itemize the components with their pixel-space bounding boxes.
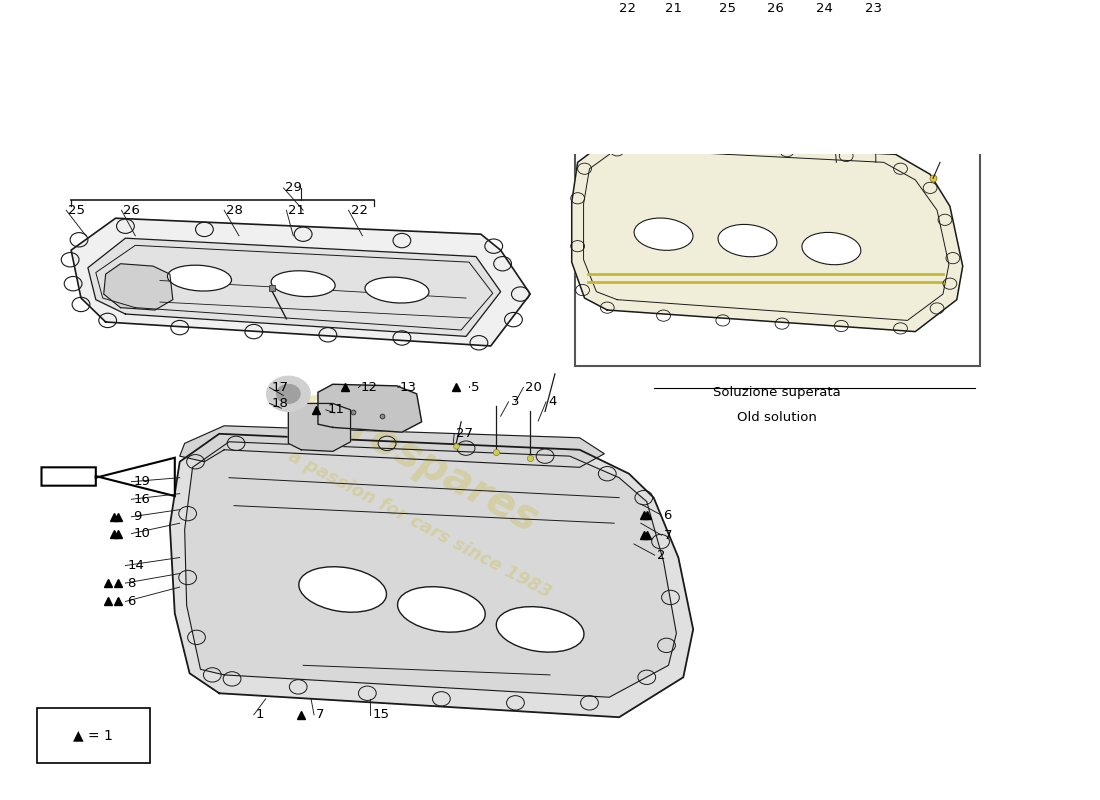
Text: 21: 21 <box>288 204 306 217</box>
Polygon shape <box>572 140 962 331</box>
Polygon shape <box>103 264 173 310</box>
Bar <box>36 709 150 762</box>
Text: 2: 2 <box>657 549 665 562</box>
Polygon shape <box>169 434 693 718</box>
Text: Old solution: Old solution <box>737 411 817 425</box>
Text: 21: 21 <box>664 2 682 14</box>
Text: 22: 22 <box>351 204 367 217</box>
Text: 4: 4 <box>548 395 557 408</box>
Text: 17: 17 <box>272 381 288 394</box>
Text: 1: 1 <box>256 708 264 722</box>
Text: 29: 29 <box>285 182 303 194</box>
Ellipse shape <box>496 606 584 652</box>
Text: 22: 22 <box>618 2 636 14</box>
Text: 25: 25 <box>719 2 736 14</box>
Text: 24: 24 <box>816 2 833 14</box>
Circle shape <box>276 384 300 403</box>
Text: 8: 8 <box>128 577 135 590</box>
Ellipse shape <box>634 218 693 250</box>
Ellipse shape <box>802 233 861 265</box>
Text: 12: 12 <box>361 381 377 394</box>
Circle shape <box>266 376 310 411</box>
Text: 7: 7 <box>663 529 672 542</box>
Ellipse shape <box>397 586 485 632</box>
Text: 27: 27 <box>456 427 473 440</box>
Polygon shape <box>72 218 530 346</box>
Polygon shape <box>185 442 676 698</box>
Ellipse shape <box>272 270 336 297</box>
Text: a passion for cars since 1983: a passion for cars since 1983 <box>285 447 554 602</box>
Ellipse shape <box>167 265 231 291</box>
Text: 13: 13 <box>400 381 417 394</box>
Text: 7: 7 <box>316 708 324 722</box>
Polygon shape <box>318 384 421 432</box>
Polygon shape <box>288 403 351 451</box>
Text: 15: 15 <box>372 708 389 722</box>
Text: 11: 11 <box>328 403 344 416</box>
Text: 14: 14 <box>128 559 144 572</box>
Ellipse shape <box>365 277 429 303</box>
Text: 28: 28 <box>227 204 243 217</box>
Text: 9: 9 <box>133 510 142 523</box>
Text: 25: 25 <box>68 204 85 217</box>
Text: 5: 5 <box>471 381 480 394</box>
Text: 23: 23 <box>866 2 882 14</box>
Text: 18: 18 <box>272 397 288 410</box>
Text: 26: 26 <box>767 2 783 14</box>
Text: 26: 26 <box>123 204 141 217</box>
Bar <box>574 14 979 366</box>
Text: 19: 19 <box>133 475 151 488</box>
Ellipse shape <box>299 566 386 612</box>
Text: 6: 6 <box>128 595 135 608</box>
Polygon shape <box>42 458 175 496</box>
Text: ▲ = 1: ▲ = 1 <box>74 729 113 742</box>
Text: 6: 6 <box>663 509 672 522</box>
Text: eurospares: eurospares <box>294 381 546 542</box>
Polygon shape <box>179 426 604 467</box>
Text: 20: 20 <box>526 381 542 394</box>
Text: 16: 16 <box>133 493 151 506</box>
Text: Soluzione superata: Soluzione superata <box>713 386 842 399</box>
Polygon shape <box>88 238 500 336</box>
Ellipse shape <box>718 225 777 257</box>
Text: 3: 3 <box>510 395 519 408</box>
Text: 10: 10 <box>133 527 151 540</box>
